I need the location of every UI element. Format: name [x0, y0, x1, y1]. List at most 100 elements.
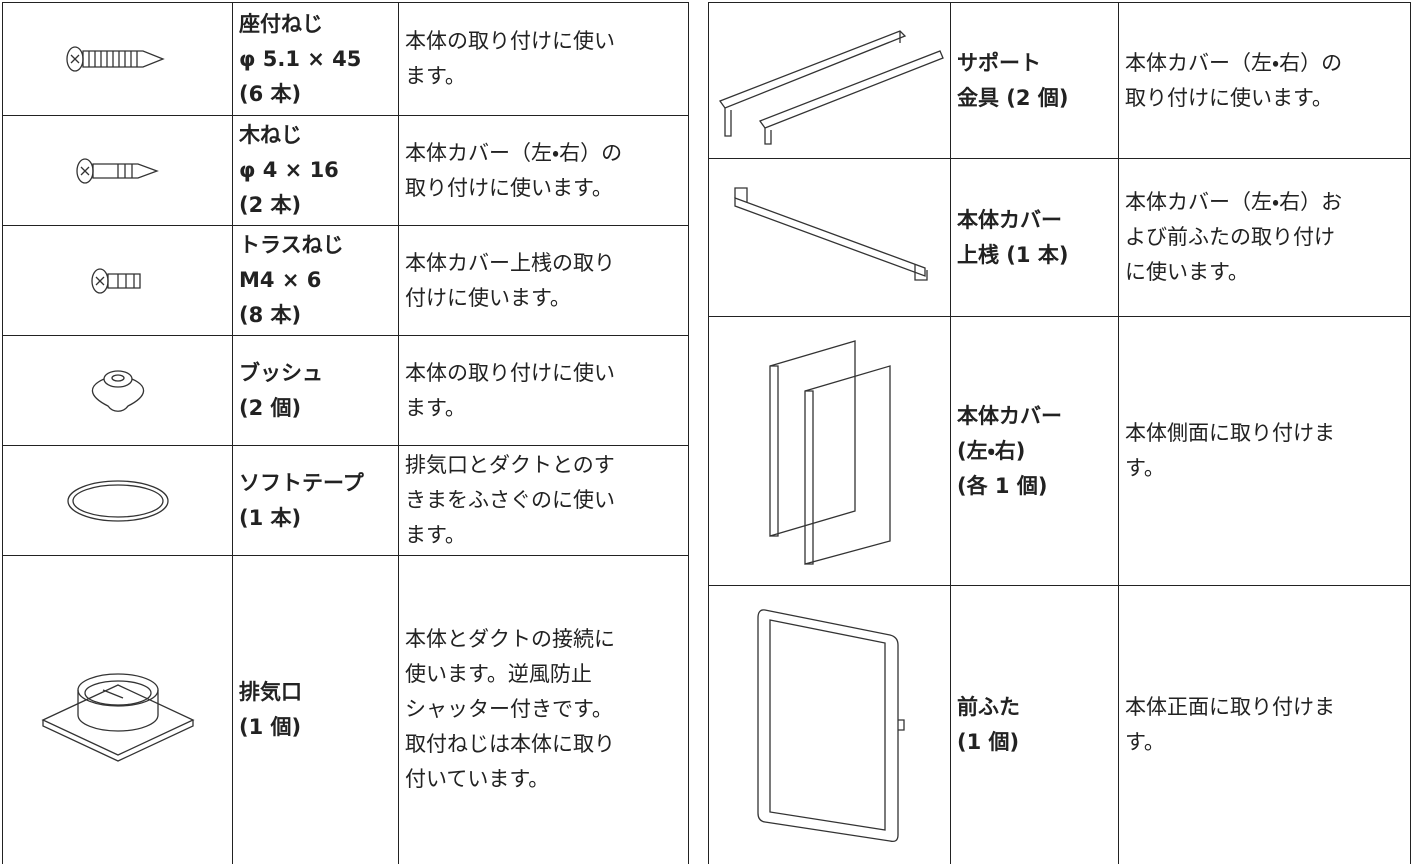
table-row: 木ねじ φ 4 × 16 (2 本) 本体カバー（左・右）の 取り付けに使います。: [2, 115, 689, 226]
part-description: 排気口とダクトとのす: [405, 453, 615, 477]
part-description: ます。: [405, 395, 466, 420]
truss-screw-icon: [90, 267, 141, 294]
part-name: 上桟 (1 本): [957, 242, 1069, 267]
part-name: (2 本): [239, 193, 302, 217]
table-row: 本体カバー (左・右) (各 1 個) 本体側面に取り付けま す。: [708, 316, 1411, 586]
part-description: に使います。: [1125, 260, 1249, 284]
part-name: (1 個): [239, 714, 302, 739]
table-row: ソフトテープ (1 本) 排気口とダクトとのす きまをふさぐのに使い ます。: [2, 445, 689, 556]
part-description: 取り付けに使います。: [1125, 85, 1333, 110]
icon-cell: [2, 115, 233, 226]
part-description: 本体正面に取り付けま: [1125, 694, 1335, 719]
part-name: (各 1 個): [957, 473, 1048, 498]
part-description: 使います。逆風防止: [405, 662, 592, 687]
part-description: シャッター付きです。: [405, 697, 613, 722]
part-name-cell: 本体カバー上桟 (1 本): [950, 158, 1119, 317]
icon-cell: [708, 316, 951, 586]
part-description-cell: 本体の取り付けに使い ます。: [398, 335, 689, 446]
table-row: サポート 金具 (2 個) 本体カバー（左・右）の 取り付けに使います。: [708, 2, 1411, 159]
bush-icon: [91, 369, 144, 412]
table-row: トラスねじ M4 × 6 (8 本) 本体カバー上桟の取り 付けに使います。: [2, 225, 689, 336]
part-name: 座付ねじ: [239, 11, 323, 36]
upper-bar-icon: [733, 186, 928, 281]
part-name: 排気口: [239, 679, 302, 704]
part-description: す。: [1125, 729, 1165, 754]
part-description: 本体カバー（左・右）の: [405, 140, 623, 165]
side-cover-icon: [768, 340, 891, 565]
right-table: サポート 金具 (2 個) 本体カバー（左・右）の 取り付けに使います。 本体カバー上…: [708, 2, 1411, 864]
part-description: 付けに使います。: [405, 285, 571, 310]
part-description: 本体側面に取り付けま: [1125, 421, 1335, 445]
part-name-cell: 本体カバー (左・右) (各 1 個): [950, 316, 1119, 586]
part-description-cell: 本体カバー（左・右）お よび前ふたの取り付け に使います。: [1118, 158, 1411, 317]
part-description-cell: 本体正面に取り付けま す。: [1118, 585, 1411, 864]
part-description: 取付ねじは本体に取り: [405, 732, 615, 757]
part-name: (1 個): [957, 729, 1020, 754]
part-name: (1 本): [239, 505, 302, 530]
part-description-cell: 本体カバー（左・右）の 取り付けに使います。: [1118, 2, 1411, 159]
part-description-cell: 本体の取り付けに使い ます。: [398, 2, 689, 116]
part-name-cell: サポート金具 (2 個): [950, 2, 1119, 159]
support-bracket-icon: [718, 29, 944, 145]
part-name: ブッシュ: [239, 360, 323, 385]
part-name: 木ねじ: [239, 123, 302, 147]
part-description: ます。: [405, 523, 466, 547]
part-name: (左・右): [957, 438, 1026, 463]
part-name: φ 4 × 16: [239, 158, 339, 182]
part-name-cell: 木ねじ φ 4 × 16 (2 本): [232, 115, 399, 226]
icon-cell: [2, 2, 233, 116]
part-description-cell: 本体カバー上桟の取り 付けに使います。: [398, 225, 689, 336]
part-name-cell: 排気口 (1 個): [232, 555, 399, 864]
part-name: M4 × 6: [239, 268, 322, 292]
part-name-cell: 座付ねじ φ 5.1 × 45 (6 本): [232, 2, 399, 116]
part-description: す。: [1125, 456, 1165, 480]
part-description: 本体の取り付けに使い: [405, 360, 615, 385]
part-name: 前ふた: [957, 694, 1020, 719]
part-name: 金具 (2 個): [957, 85, 1069, 110]
table-row: 本体カバー 上桟 (1 本) 本体カバー（左・右）お よび前ふたの取り付け に使います。: [708, 158, 1411, 317]
icon-cell: [708, 2, 951, 159]
part-name: (8 本): [239, 303, 302, 327]
part-description-cell: 本体側面に取り付けま す。: [1118, 316, 1411, 586]
part-description: よび前ふたの取り付け: [1125, 225, 1335, 249]
icon-cell: [2, 225, 233, 336]
front-cover-icon: [756, 609, 905, 842]
part-description: 本体カバー（左・右）の: [1125, 50, 1343, 75]
part-name: φ 5.1 × 45: [239, 46, 362, 71]
part-description: 取り付けに使います。: [405, 175, 613, 200]
table-row: 座付ねじ φ 5.1 × 45 (6 本) 本体の取り付けに使い ます。: [2, 2, 689, 116]
part-name-cell: トラスねじ M4 × 6 (8 本): [232, 225, 399, 336]
part-description: 本体の取り付けに使い: [405, 29, 615, 53]
left-table: 座付ねじ φ 5.1 × 45 (6 本) 本体の取り付けに使い ます。 木ねじ φ 4 …: [2, 2, 689, 864]
part-name: トラスねじ: [239, 233, 344, 257]
part-name: (2 個): [239, 395, 302, 420]
part-name-cell: ブッシュ (2 個): [232, 335, 399, 446]
part-description-cell: 本体とダクトの接続に 使います。逆風防止 シャッター付きです。 取付ねじは本体に取り付…: [398, 555, 689, 864]
exhaust-port-icon: [40, 673, 195, 762]
soft-tape-icon: [66, 479, 169, 522]
part-name: (6 本): [239, 81, 302, 106]
part-description: 本体カバー（左・右）お: [1125, 190, 1343, 214]
part-description-cell: 排気口とダクトとのす きまをふさぐのに使い ます。: [398, 445, 689, 556]
part-description: 本体カバー上桟の取り: [405, 250, 615, 275]
icon-cell: [708, 158, 951, 317]
wood-screw-icon: [75, 157, 159, 184]
part-description: 付いています。: [405, 767, 550, 792]
table-row: ブッシュ (2 個) 本体の取り付けに使い ます。: [2, 335, 689, 446]
part-name-cell: ソフトテープ (1 本): [232, 445, 399, 556]
screw-icon: [65, 46, 165, 72]
icon-cell: [2, 335, 233, 446]
part-name: サポート: [957, 50, 1041, 75]
icon-cell: [2, 445, 233, 556]
icon-cell: [2, 555, 233, 864]
part-description-cell: 本体カバー（左・右）の 取り付けに使います。: [398, 115, 689, 226]
table-row: 排気口 (1 個) 本体とダクトの接続に 使います。逆風防止 シャッター付きです。 取付ね…: [2, 555, 689, 864]
part-name: 本体カバー: [957, 403, 1062, 428]
part-name: 本体カバー: [957, 207, 1062, 232]
part-description: きまをふさぐのに使い: [405, 488, 615, 512]
part-description: ます。: [405, 64, 466, 88]
table-row: 前ふた (1 個) 本体正面に取り付けま す。: [708, 585, 1411, 864]
part-description: 本体とダクトの接続に: [405, 627, 615, 652]
part-name-cell: 前ふた (1 個): [950, 585, 1119, 864]
